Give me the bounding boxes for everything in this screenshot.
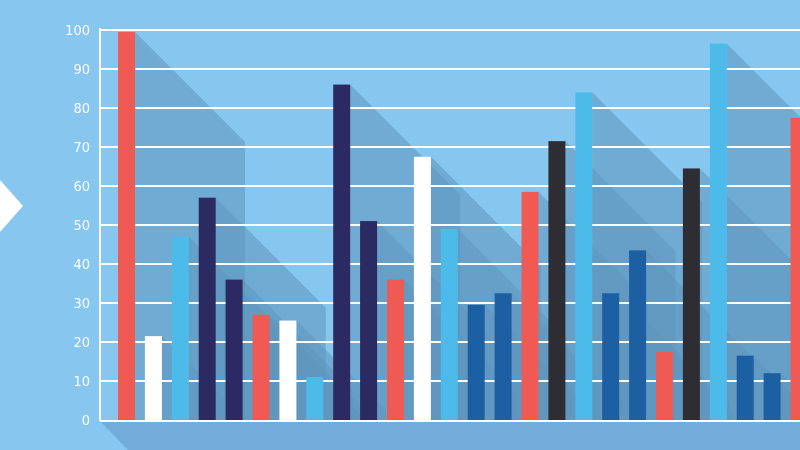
y-tick-label: 50 [73,219,90,234]
bar-13 [440,228,458,420]
y-tick-label: 0 [82,414,90,429]
bar-11 [387,279,404,420]
y-axis-ticks: 0 10 20 30 40 50 60 70 80 90 100 [65,24,90,429]
bar-15 [494,293,512,420]
bar-6 [252,314,270,420]
bar-24 [736,355,754,420]
bar-18 [575,92,593,421]
bar-1 [118,31,135,420]
bar-22 [682,168,700,420]
bar-2 [144,336,162,420]
bar-14 [467,304,485,420]
bar-shadow [726,43,800,421]
bar-3 [171,236,189,420]
bar-12 [413,156,431,420]
bar-19 [602,293,620,420]
bar-25 [763,373,781,420]
bar-23 [709,43,727,421]
left-arrow-marker [0,180,23,232]
bar-10 [360,221,378,420]
bar-shadows [135,31,800,422]
y-tick-label: 60 [73,180,90,195]
bar-8 [306,377,324,420]
bar-4 [198,197,216,420]
y-tick-label: 30 [73,297,90,312]
y-tick-label: 20 [73,336,90,351]
floor-shadow [100,421,800,450]
bar-26 [790,117,800,420]
bar-20 [629,250,647,420]
bar-21 [656,351,673,420]
y-tick-label: 40 [73,258,90,273]
y-tick-label: 70 [73,141,90,156]
bars [118,31,800,421]
bar-16 [521,191,539,420]
y-tick-label: 80 [73,102,90,117]
y-tick-label: 100 [65,24,90,39]
bar-7 [279,320,297,420]
bar-17 [548,141,566,420]
bar-5 [225,279,243,420]
y-tick-label: 10 [73,375,90,390]
y-tick-label: 90 [73,63,90,78]
bar-9 [333,84,351,420]
